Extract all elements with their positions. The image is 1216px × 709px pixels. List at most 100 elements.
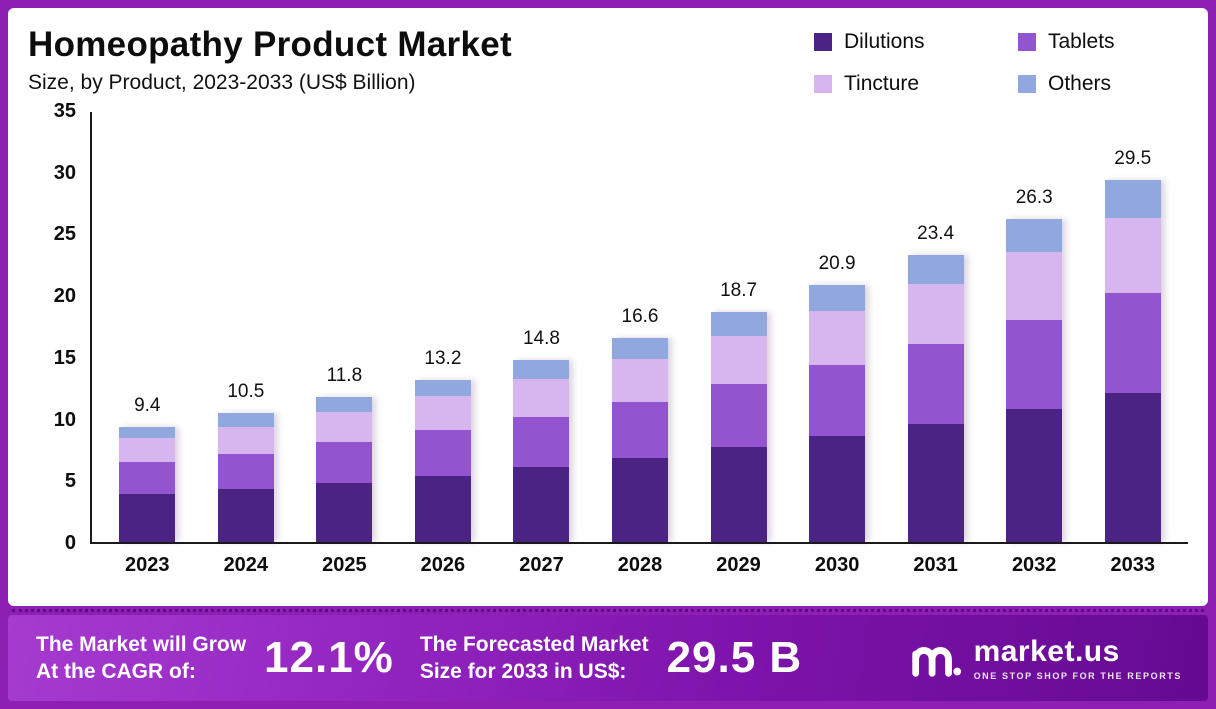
bar-segment-dilutions (907, 424, 964, 542)
bar-segment-dilutions (612, 458, 668, 542)
y-tick-label: 35 (53, 100, 76, 122)
bar-segment-dilutions (710, 447, 767, 542)
bar-segment-tablets (119, 462, 176, 495)
stacked-bar (316, 397, 373, 542)
x-axis-label: 2029 (716, 554, 761, 576)
bar-segment-tincture (612, 358, 668, 402)
legend-swatch (1018, 75, 1036, 93)
bar-total-label: 13.2 (424, 347, 462, 369)
x-axis-label: 2031 (913, 554, 958, 576)
bar-segment-tincture (809, 311, 866, 366)
bar-group: 13.2 (394, 112, 493, 542)
bar-segment-others (217, 413, 274, 427)
chart-panel: Homeopathy Product Market Size, by Produ… (8, 8, 1208, 606)
legend-item-dilutions: Dilutions (814, 30, 974, 54)
y-tick-label: 25 (53, 223, 76, 246)
chart-header: Homeopathy Product Market Size, by Produ… (22, 22, 1188, 98)
market-us-logo-icon (906, 628, 964, 689)
bar-total-label: 11.8 (326, 365, 363, 387)
x-axis-label: 2027 (519, 554, 564, 576)
bar-group: 29.5 (1083, 112, 1182, 542)
bar-group: 26.3 (985, 112, 1084, 542)
legend-label: Tincture (844, 72, 920, 95)
x-axis-label: 2028 (617, 554, 663, 576)
bar-segment-tablets (809, 365, 866, 437)
bar-segment-dilutions (1104, 393, 1161, 542)
bar-total-label: 16.6 (621, 306, 659, 328)
y-tick-label: 0 (64, 532, 76, 554)
bar-segment-dilutions (513, 467, 570, 542)
bar-total-label: 23.4 (917, 222, 955, 244)
cagr-label: The Market will Grow At the CAGR of: (36, 632, 247, 683)
bar-segment-dilutions (217, 489, 274, 542)
x-axis-label: 2032 (1011, 554, 1057, 576)
legend-label: Others (1048, 72, 1112, 95)
bar-segment-others (1104, 179, 1161, 218)
bar-segment-tincture (414, 395, 471, 431)
brand-tagline: ONE STOP SHOP FOR THE REPORTS (973, 671, 1182, 681)
x-axis-labels: 2023 2024 2025 2026 2027 2028 2029 2030 2031 2032… (90, 554, 1188, 577)
stacked-bar (414, 379, 471, 542)
y-tick-label: 5 (64, 470, 76, 493)
bar-segment-dilutions (119, 494, 176, 542)
x-axis-label: 2033 (1110, 554, 1155, 576)
brand-name: market.us (973, 635, 1120, 668)
legend-item-tincture: Tincture (814, 72, 974, 96)
legend-swatch (814, 33, 832, 51)
footer-banner: The Market will Grow At the CAGR of: 12.… (8, 609, 1208, 701)
bar-total-label: 9.4 (134, 394, 161, 416)
bar-segment-others (710, 312, 767, 336)
legend: Dilutions Tablets Tincture Others (814, 30, 1178, 96)
chart-subtitle: Size, by Product, 2023-2033 (US$ Billion… (28, 70, 416, 94)
bar-segment-others (316, 397, 373, 412)
legend-item-tablets: Tablets (1018, 30, 1178, 54)
bar-segment-tablets (710, 383, 767, 448)
y-axis: 0 5 10 15 20 25 30 35 (22, 100, 90, 554)
bar-segment-dilutions (1006, 409, 1063, 542)
bar-segment-tincture (513, 378, 570, 417)
stacked-bar (217, 413, 274, 542)
forecast-label: The Forecasted Market Size for 2033 in U… (419, 632, 649, 683)
bar-segment-tablets (217, 453, 274, 490)
x-axis-label: 2024 (223, 554, 269, 576)
bar-segment-others (1006, 218, 1063, 253)
bar-segment-others (612, 338, 668, 359)
bar-segment-tablets (907, 344, 964, 425)
brand-text-block: market.us ONE STOP SHOP FOR THE REPORTS (974, 635, 1182, 681)
y-tick-label: 20 (53, 285, 76, 308)
bar-segment-tablets (316, 442, 373, 483)
stacked-bar (612, 338, 668, 542)
bar-segment-tablets (1006, 319, 1063, 410)
stacked-bar (513, 360, 570, 542)
bar-group: 9.4 (98, 112, 197, 542)
plot-area: 9.4 10.5 11.8 13.2 14.8 16.6 18.7 20.9 23.4 26.3 2… (90, 112, 1188, 544)
y-tick-label: 10 (53, 408, 76, 431)
bar-group: 18.7 (689, 112, 788, 542)
bar-group: 20.9 (788, 112, 887, 542)
bar-segment-tablets (1104, 292, 1161, 394)
stacked-bar (119, 426, 176, 542)
bar-segment-dilutions (414, 475, 471, 542)
stacked-bar (710, 312, 767, 542)
bar-segment-tablets (414, 430, 471, 476)
bar-segment-tincture (119, 437, 176, 463)
bar-total-label: 18.7 (720, 280, 758, 302)
stacked-bar (1104, 179, 1161, 542)
bar-segment-tincture (217, 426, 274, 454)
stacked-bar (1006, 218, 1063, 542)
bar-total-label: 26.3 (1015, 186, 1053, 208)
brand-logo-group: market.us ONE STOP SHOP FOR THE REPORTS (906, 628, 1182, 689)
bar-total-label: 20.9 (818, 253, 856, 275)
bar-segment-tincture (1006, 252, 1063, 320)
x-axis-label: 2025 (322, 554, 367, 576)
bar-segment-tablets (513, 416, 570, 468)
bar-segment-others (513, 360, 570, 379)
y-tick-label: 30 (53, 161, 76, 184)
bar-segment-others (809, 285, 866, 312)
x-axis-label: 2030 (814, 554, 860, 576)
chart-body: 0 5 10 15 20 25 30 35 9.4 10.5 11.8 13.2 14.8 16.6 18… (22, 100, 1188, 554)
bar-segment-dilutions (809, 436, 866, 542)
title-block: Homeopathy Product Market Size, by Produ… (28, 25, 512, 95)
bar-group: 11.8 (295, 112, 394, 542)
